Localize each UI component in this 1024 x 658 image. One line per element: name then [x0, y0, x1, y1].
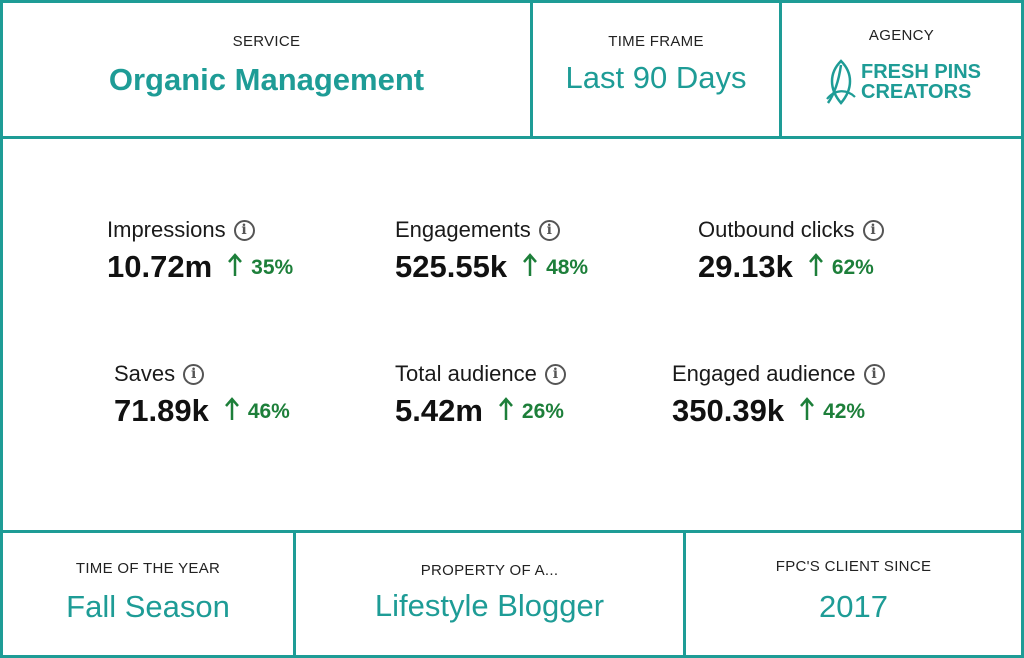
service-label: SERVICE [232, 33, 301, 50]
property-label: PROPERTY OF A... [420, 562, 559, 579]
metric-value: 71.89k [114, 393, 209, 428]
season-cell: TIME OF THE YEAR Fall Season [3, 533, 293, 658]
metric-outbound-clicks: Outbound clicks i 29.13k 62% [698, 217, 884, 285]
metric-change: 26% [521, 400, 564, 423]
metric-label: Outbound clicks [698, 217, 855, 242]
property-value: Lifestyle Blogger [374, 588, 605, 623]
arrow-up-icon [228, 253, 243, 283]
leaf-logo-icon [826, 59, 856, 105]
agency-logo: FRESH PINS CREATORS [825, 59, 981, 105]
timeframe-label: TIME FRAME [608, 33, 704, 50]
metric-saves: Saves i 71.89k 46% [114, 361, 290, 429]
info-icon[interactable]: i [863, 363, 885, 385]
info-icon[interactable]: i [544, 363, 566, 385]
metric-value: 10.72m [107, 249, 213, 284]
metric-impressions: Impressions i 10.72m 35% [107, 217, 293, 285]
arrow-up-icon [224, 397, 239, 427]
divider-footer-1 [293, 533, 296, 658]
metric-value: 525.55k [395, 249, 508, 284]
info-icon[interactable]: i [538, 219, 560, 241]
metric-value: 350.39k [672, 393, 785, 428]
metric-label: Saves [114, 361, 176, 386]
metric-total-audience: Total audience i 5.42m 26% [395, 361, 566, 429]
metric-change: 46% [247, 400, 290, 423]
info-icon[interactable]: i [233, 219, 255, 241]
timeframe-cell: TIME FRAME Last 90 Days [533, 3, 779, 136]
info-icon[interactable]: i [183, 363, 205, 385]
service-value: Organic Management [108, 62, 425, 97]
agency-cell: AGENCY [782, 3, 1021, 136]
metric-label: Total audience [395, 361, 537, 386]
arrow-up-icon [808, 253, 823, 283]
metric-change: 35% [251, 256, 294, 279]
season-value: Fall Season [66, 589, 230, 624]
metric-value: 5.42m [395, 393, 483, 428]
metric-change: 42% [823, 400, 866, 423]
divider-header-2 [779, 3, 782, 136]
client-since-label: FPC'S CLIENT SINCE [775, 558, 932, 575]
logo-line-1: FRESH PINS [861, 61, 982, 83]
divider-header-1 [530, 3, 533, 136]
arrow-up-icon [498, 397, 513, 427]
metric-label: Engaged audience [672, 361, 856, 386]
logo-line-2: CREATORS [861, 81, 972, 103]
metric-value: 29.13k [698, 249, 793, 284]
metric-change: 48% [546, 256, 589, 279]
arrow-up-icon [523, 253, 538, 283]
divider-bottom [3, 530, 1021, 533]
arrow-up-icon [800, 397, 815, 427]
divider-footer-2 [683, 533, 686, 658]
info-icon[interactable]: i [862, 219, 884, 241]
agency-label: AGENCY [868, 27, 935, 44]
metric-label: Impressions [107, 217, 226, 242]
metric-engaged-audience: Engaged audience i 350.39k 42% [672, 361, 885, 429]
client-since-value: 2017 [819, 589, 888, 624]
divider-top [3, 136, 1021, 139]
season-label: TIME OF THE YEAR [75, 560, 221, 577]
client-since-cell: FPC'S CLIENT SINCE 2017 [686, 533, 1021, 658]
metric-engagements: Engagements i 525.55k 48% [395, 217, 588, 285]
metric-label: Engagements [395, 217, 531, 242]
service-cell: SERVICE Organic Management [3, 3, 530, 136]
metric-change: 62% [831, 256, 874, 279]
timeframe-value: Last 90 Days [565, 60, 747, 95]
property-cell: PROPERTY OF A... Lifestyle Blogger [296, 533, 683, 658]
